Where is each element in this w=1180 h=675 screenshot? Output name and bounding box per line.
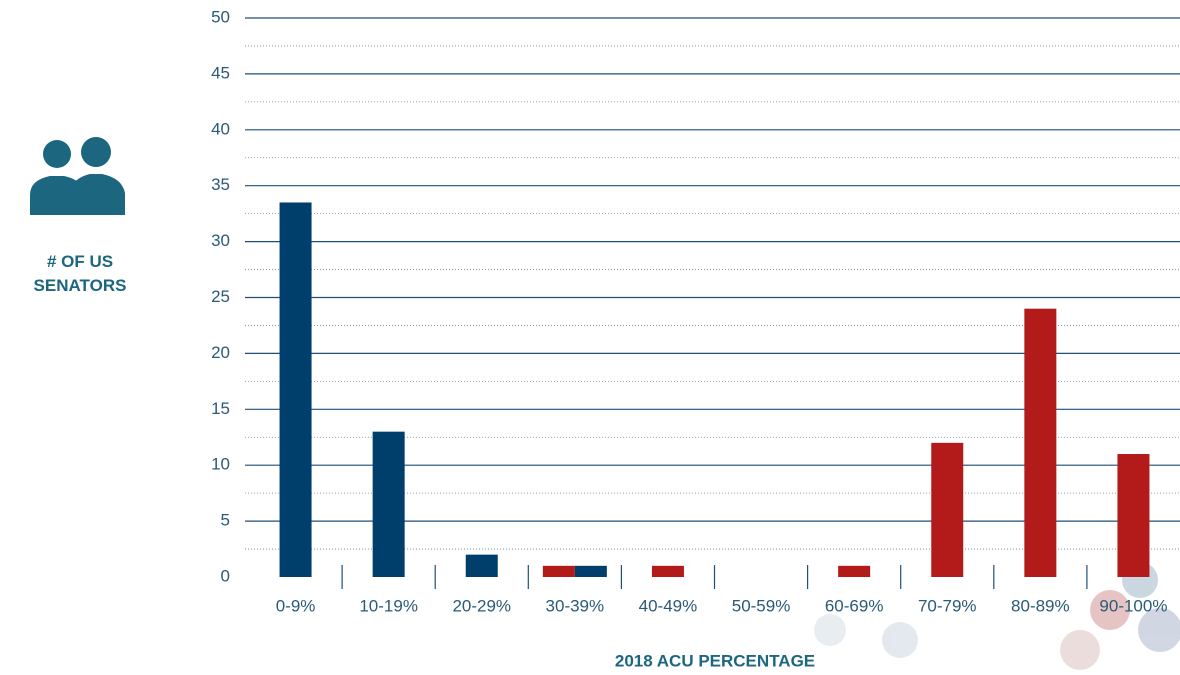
bar xyxy=(372,431,405,577)
y-tick-label: 40 xyxy=(211,119,230,138)
x-tick-label: 10-19% xyxy=(359,596,418,615)
y-tick-label: 20 xyxy=(211,343,230,362)
x-tick-label: 70-79% xyxy=(918,596,977,615)
bar xyxy=(838,565,871,577)
x-tick-label: 50-59% xyxy=(732,596,791,615)
crowd-decoration xyxy=(814,562,1180,670)
senator-icon xyxy=(30,137,125,215)
bar xyxy=(931,442,964,577)
x-tick-label: 80-89% xyxy=(1011,596,1070,615)
bar xyxy=(1117,454,1150,577)
bar xyxy=(574,565,607,577)
y-tick-label: 5 xyxy=(221,511,230,530)
y-axis-label: # OF US SENATORS xyxy=(33,252,127,295)
x-tick-label: 30-39% xyxy=(546,596,605,615)
x-tick-label: 60-69% xyxy=(825,596,884,615)
x-tick-label: 0-9% xyxy=(276,596,316,615)
x-tick-label: 20-29% xyxy=(452,596,511,615)
bar xyxy=(1024,308,1057,577)
bar xyxy=(542,565,575,577)
y-tick-label: 15 xyxy=(211,399,230,418)
y-tick-label: 50 xyxy=(211,7,230,26)
x-tick-label: 40-49% xyxy=(639,596,698,615)
y-tick-label: 25 xyxy=(211,287,230,306)
y-tick-label: 35 xyxy=(211,175,230,194)
y-tick-label: 45 xyxy=(211,63,230,82)
x-axis-label: 2018 ACU PERCENTAGE xyxy=(615,651,815,670)
x-tick-label: 90-100% xyxy=(1099,596,1167,615)
bar xyxy=(651,565,684,577)
bar xyxy=(279,202,312,577)
y-tick-label: 10 xyxy=(211,455,230,474)
y-tick-label: 0 xyxy=(221,566,230,585)
y-tick-label: 30 xyxy=(211,231,230,250)
bar xyxy=(465,554,498,577)
